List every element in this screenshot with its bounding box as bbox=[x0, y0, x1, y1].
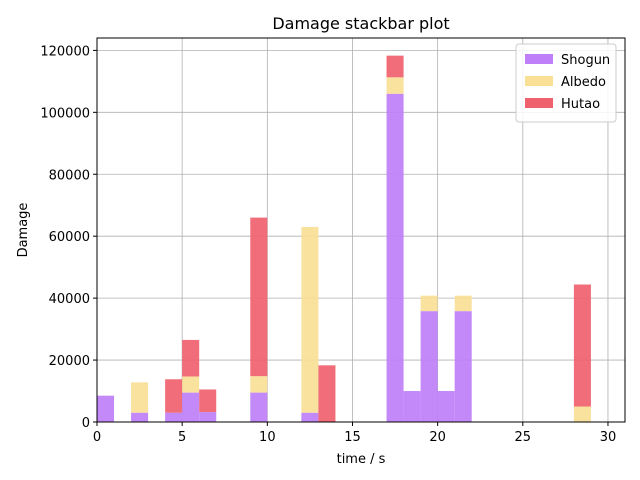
ticks: 0 5 10 15 20 25 30 0 20000 40000 60000 80000 100000 1… bbox=[40, 44, 616, 445]
bars bbox=[97, 55, 591, 422]
bar-hutao bbox=[250, 217, 268, 377]
x-tick-label: 5 bbox=[178, 430, 186, 445]
y-tick-label: 20000 bbox=[49, 354, 90, 369]
bar-hutao bbox=[318, 365, 336, 422]
legend-label-albedo: Albedo bbox=[561, 75, 606, 90]
bar-hutao bbox=[386, 55, 404, 78]
bar-hutao bbox=[182, 339, 200, 377]
bar-shogun bbox=[454, 311, 472, 422]
chart-title: Damage stackbar plot bbox=[272, 14, 449, 33]
bar-shogun bbox=[403, 391, 421, 422]
y-tick-label: 100000 bbox=[40, 106, 90, 121]
legend-swatch-shogun bbox=[525, 54, 553, 64]
y-tick-label: 80000 bbox=[49, 168, 90, 183]
bar-shogun bbox=[386, 93, 404, 422]
x-tick-label: 20 bbox=[429, 430, 446, 445]
bar-shogun bbox=[437, 391, 455, 422]
bar-shogun bbox=[182, 392, 200, 422]
bar-shogun bbox=[301, 412, 319, 422]
bar-shogun bbox=[131, 412, 149, 422]
bar-albedo bbox=[386, 77, 404, 94]
y-tick-label: 40000 bbox=[49, 292, 90, 307]
legend-swatch-hutao bbox=[525, 98, 553, 108]
bar-shogun bbox=[97, 395, 115, 422]
bar-hutao bbox=[165, 379, 183, 413]
plot-frame bbox=[96, 37, 626, 423]
legend: Shogun Albedo Hutao bbox=[515, 43, 617, 123]
x-tick-label: 10 bbox=[259, 430, 276, 445]
bar-albedo bbox=[454, 295, 472, 312]
y-axis-title: Damage bbox=[16, 203, 31, 258]
x-axis-title: time / s bbox=[337, 452, 386, 467]
bar-albedo bbox=[250, 376, 268, 393]
x-tick-label: 30 bbox=[600, 430, 617, 445]
bar-albedo bbox=[182, 376, 200, 393]
y-tick-label: 120000 bbox=[40, 44, 90, 59]
legend-swatch-albedo bbox=[525, 76, 553, 86]
x-tick-label: 25 bbox=[515, 430, 532, 445]
y-tick-label: 60000 bbox=[49, 230, 90, 245]
bar-shogun bbox=[199, 412, 217, 422]
bar-shogun bbox=[165, 412, 183, 422]
bar-albedo bbox=[301, 226, 319, 413]
y-tick-label: 0 bbox=[82, 416, 90, 431]
bar-shogun bbox=[420, 311, 438, 422]
bar-shogun bbox=[250, 392, 268, 422]
bar-albedo bbox=[573, 406, 591, 422]
bar-hutao bbox=[199, 389, 217, 413]
x-tick-label: 0 bbox=[93, 430, 101, 445]
legend-label-shogun: Shogun bbox=[561, 53, 610, 68]
bar-albedo bbox=[131, 382, 149, 413]
bar-hutao bbox=[573, 284, 591, 407]
bar-albedo bbox=[420, 295, 438, 312]
legend-label-hutao: Hutao bbox=[561, 97, 600, 112]
x-tick-label: 15 bbox=[344, 430, 361, 445]
